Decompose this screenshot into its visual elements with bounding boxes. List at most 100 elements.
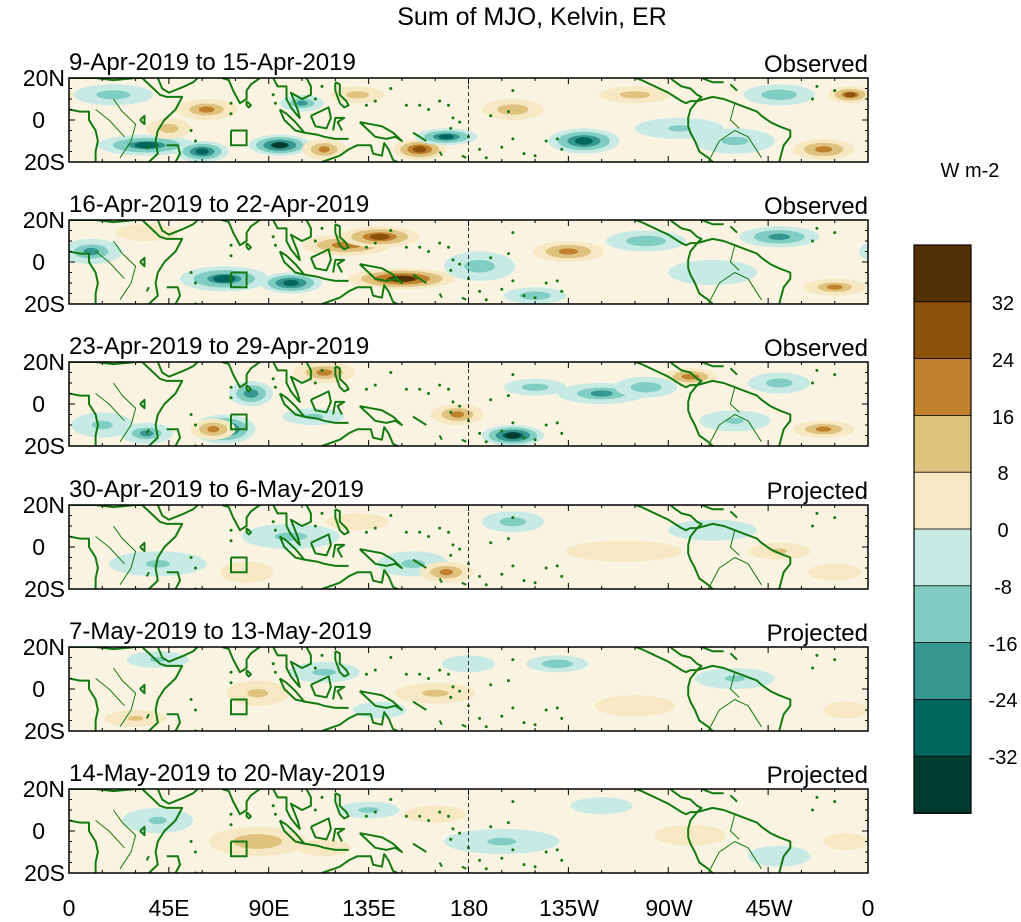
- coastline: [696, 806, 792, 873]
- anomaly-blob: [487, 837, 517, 846]
- anomaly-blob: [982, 144, 1021, 159]
- island-box: [230, 129, 248, 147]
- coastline: [95, 820, 125, 849]
- anomaly-blob: [127, 715, 144, 721]
- island-dot: [506, 537, 510, 541]
- coastline: [634, 505, 703, 532]
- x-axis-labels: 0 45E 90E 135E 180 135W 90W 45W 0: [63, 895, 875, 921]
- coastline: [729, 103, 740, 129]
- coastline: [112, 382, 137, 443]
- panel-date-range: 23-Apr-2019 to 29-Apr-2019: [69, 333, 369, 360]
- coastline: [69, 505, 184, 589]
- coastline: [359, 832, 403, 853]
- island-dot: [555, 137, 559, 141]
- anomaly-blob: [681, 373, 700, 380]
- anomaly-blob: [927, 141, 965, 149]
- anomaly-blob: [312, 668, 337, 676]
- anomaly-blob: [724, 675, 745, 682]
- colorbar-swatch: [913, 528, 972, 587]
- island-dot: [438, 241, 442, 245]
- coastline: [166, 713, 181, 731]
- anomaly-blob: [815, 426, 832, 432]
- anomaly-blob: [499, 517, 527, 527]
- island-dot: [194, 566, 198, 570]
- island-dot: [560, 289, 564, 293]
- coastline: [221, 505, 261, 532]
- coastline: [309, 817, 332, 841]
- island-dot: [489, 590, 492, 593]
- island-dot: [833, 658, 837, 662]
- coastline: [272, 220, 312, 261]
- island-dot: [229, 528, 233, 532]
- coastline: [304, 558, 349, 567]
- island-dot: [522, 721, 526, 725]
- island-dot: [447, 530, 451, 534]
- coastline: [69, 392, 99, 446]
- coastline: [304, 415, 349, 424]
- coastline: [412, 131, 427, 142]
- island-dot: [427, 677, 431, 680]
- island-dot: [194, 139, 198, 143]
- anomaly-blob: [882, 248, 898, 256]
- island-dot: [447, 672, 451, 676]
- island-dot: [555, 848, 559, 852]
- x-tick-label: 90W: [645, 895, 693, 921]
- panel-status: Observed: [764, 193, 868, 220]
- y-tick-label: 20S: [24, 291, 65, 317]
- island-dot: [833, 373, 837, 377]
- island-dot: [511, 516, 515, 520]
- coastline: [245, 384, 252, 393]
- anomaly-blob: [761, 89, 797, 101]
- island-dot: [500, 714, 504, 718]
- anomaly-blob: [826, 284, 843, 290]
- anomaly-blob: [808, 563, 862, 581]
- coastline: [245, 527, 252, 536]
- coastline: [438, 151, 443, 157]
- island-dot: [489, 683, 493, 687]
- coastline: [729, 794, 738, 803]
- island-dot: [511, 848, 515, 852]
- island-dot: [500, 287, 504, 291]
- coastline: [304, 700, 349, 709]
- coastline: [69, 250, 99, 304]
- anomaly-blob: [346, 91, 369, 99]
- anomaly-blob: [43, 92, 60, 98]
- anomaly-blob: [859, 242, 868, 261]
- coastline: [112, 809, 137, 870]
- island-dot: [544, 139, 548, 143]
- island-dot: [555, 564, 559, 568]
- anomaly-blob: [195, 148, 209, 155]
- island-dot: [458, 404, 462, 408]
- coastline: [272, 362, 312, 403]
- island-dot: [229, 396, 233, 400]
- coastline: [461, 865, 467, 870]
- coastline: [139, 114, 146, 126]
- anomaly-blob: [0, 543, 11, 560]
- coastline: [304, 273, 349, 282]
- anomaly-field: [69, 220, 898, 304]
- anomaly-blob: [1016, 425, 1021, 434]
- coastline: [145, 713, 150, 719]
- colorbar-swatch: [913, 699, 972, 758]
- anomaly-blob: [421, 689, 449, 697]
- coastline: [461, 438, 467, 443]
- coastline: [438, 720, 443, 726]
- island-dot: [511, 89, 515, 93]
- island-dot: [404, 387, 408, 391]
- island-dot: [389, 371, 393, 374]
- island-dot: [484, 867, 488, 871]
- anomaly-blob: [988, 104, 1021, 116]
- colorbar-label: -16: [989, 634, 1018, 656]
- island-dot: [544, 708, 548, 712]
- anomaly-blob: [815, 146, 833, 153]
- anomaly-blob: [521, 383, 549, 391]
- island-dot: [815, 84, 819, 88]
- island-dot: [273, 670, 277, 674]
- x-tick-label: 90E: [249, 895, 290, 921]
- island-dot: [194, 423, 198, 427]
- coastline: [69, 789, 184, 873]
- coastline: [309, 675, 332, 699]
- anomaly-blob: [497, 104, 529, 115]
- coastline: [166, 571, 181, 589]
- coastline: [112, 525, 137, 586]
